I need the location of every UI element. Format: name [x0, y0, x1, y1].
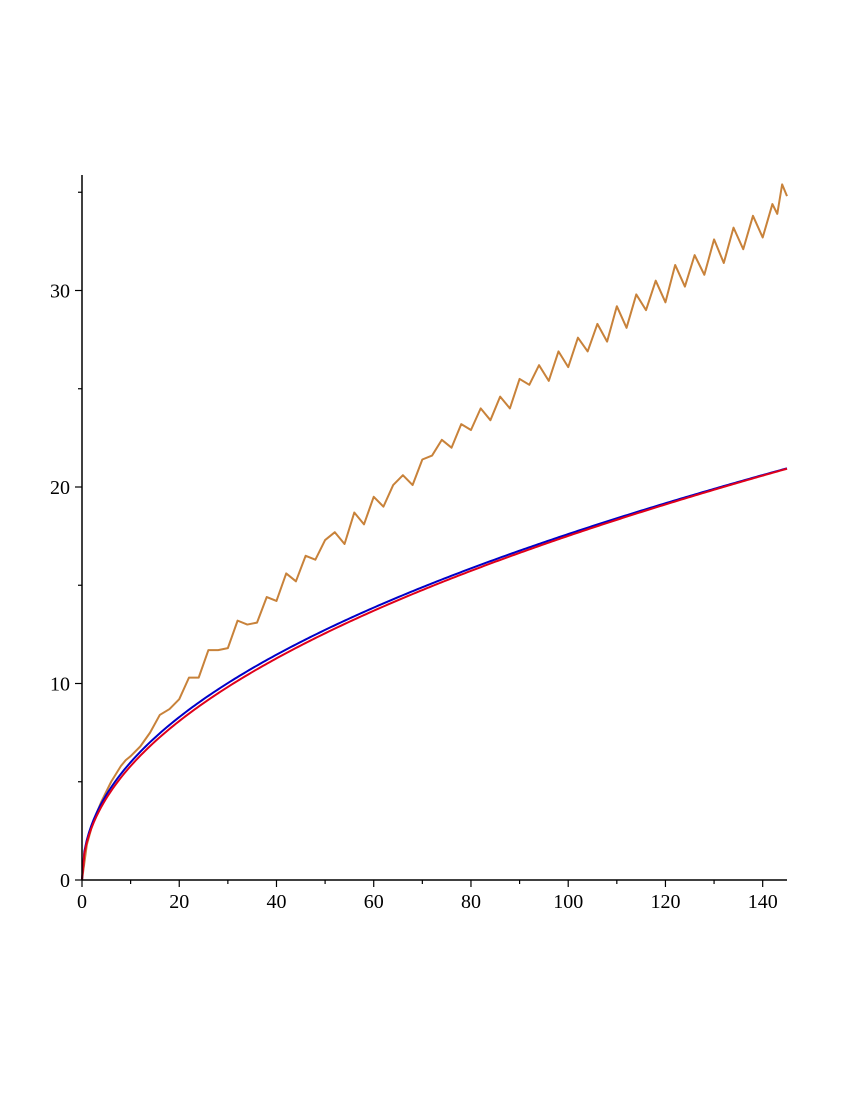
x-tick-label: 0 [77, 891, 87, 913]
x-tick-label: 80 [461, 891, 481, 913]
series-line-red [81, 467, 788, 881]
ticks-layer: 0 20 40 60 80 100 120 140 0 10 20 30 [50, 191, 778, 913]
y-tick-label: 10 [50, 674, 70, 696]
y-tick-label: 0 [60, 870, 70, 892]
x-tick-label: 140 [748, 891, 778, 913]
y-tick-label: 30 [50, 281, 70, 303]
y-tick-label: 20 [50, 477, 70, 499]
x-tick-label: 60 [364, 891, 384, 913]
series-line-orange [81, 183, 788, 881]
series-layer [81, 183, 788, 881]
x-tick-label: 40 [266, 891, 286, 913]
x-tick-label: 120 [650, 891, 680, 913]
axes-layer [81, 175, 787, 881]
x-tick-label: 100 [553, 891, 583, 913]
x-tick-label: 20 [169, 891, 189, 913]
series-line-blue [81, 467, 788, 881]
